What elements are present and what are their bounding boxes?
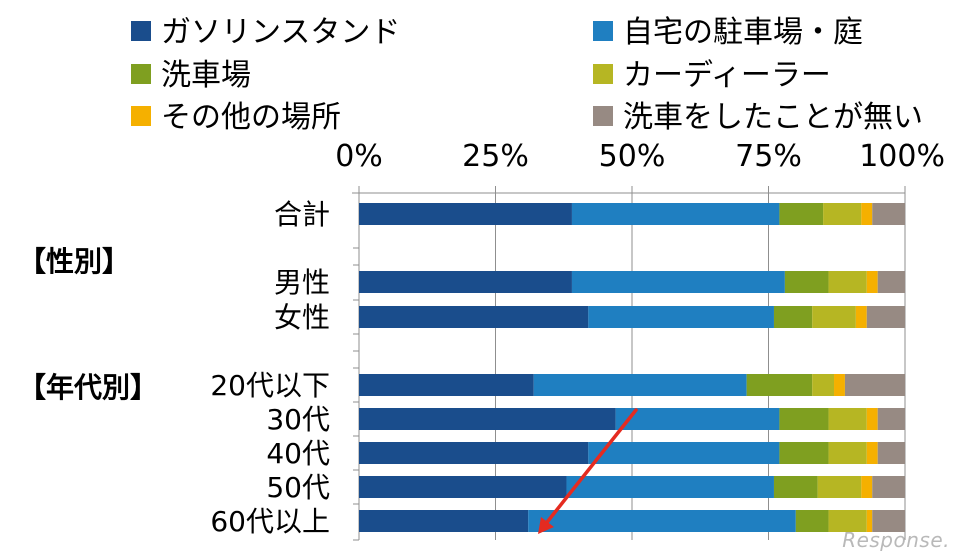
bar-segment-女性-4	[855, 306, 867, 328]
bar-segment-合計-0	[359, 203, 572, 225]
bar-segment-女性-2	[773, 306, 813, 328]
bar-segment-30代-2	[779, 408, 829, 430]
group-label-0: 【性別】	[18, 245, 130, 278]
bar-segment-合計-2	[779, 203, 824, 225]
category-label-40代: 40代	[266, 437, 330, 470]
bar-segment-50代-2	[773, 476, 818, 498]
category-label-女性: 女性	[274, 301, 330, 334]
category-label-60代以上: 60代以上	[210, 505, 330, 538]
bar-segment-合計-5	[872, 203, 905, 225]
bar-segment-30代-0	[359, 408, 616, 430]
bar-segment-60代以上-1	[528, 510, 796, 532]
bar-segment-50代-0	[359, 476, 567, 498]
bar-segment-20代以下-3	[812, 374, 835, 396]
bar-segment-60代以上-0	[359, 510, 529, 532]
x-tick-label-1: 25%	[462, 139, 529, 174]
bar-segment-30代-1	[615, 408, 780, 430]
legend-label-5: 洗車をしたことが無い	[623, 100, 923, 135]
bar-segment-40代-5	[877, 442, 905, 464]
bar-segment-20代以下-2	[746, 374, 813, 396]
trend-arrow	[538, 408, 638, 534]
legend-label-2: 洗車場	[161, 58, 251, 93]
bar-segment-60代以上-5	[872, 510, 905, 532]
bar-segment-男性-4	[866, 271, 878, 293]
legend-label-0: ガソリンスタンド	[161, 15, 400, 50]
bar-segment-40代-4	[866, 442, 878, 464]
legend-swatch-2	[131, 64, 151, 84]
bar-segment-60代以上-4	[866, 510, 873, 532]
bar-segment-40代-0	[359, 442, 589, 464]
category-label-20代以下: 20代以下	[210, 369, 330, 402]
bar-segment-40代-3	[828, 442, 867, 464]
category-label-30代: 30代	[266, 403, 330, 436]
watermark: Response.	[842, 528, 950, 552]
category-label-合計: 合計	[274, 198, 330, 231]
bar-segment-30代-4	[866, 408, 878, 430]
bar-segment-合計-1	[571, 203, 780, 225]
bar-segment-男性-2	[784, 271, 829, 293]
legend-swatch-0	[131, 21, 151, 41]
x-axis: 0% 25% 50% 75% 100%	[335, 139, 945, 541]
bar-segment-60代以上-2	[795, 510, 829, 532]
bar-segment-50代-1	[566, 476, 774, 498]
arrow-head	[538, 517, 554, 534]
bar-segment-20代以下-0	[359, 374, 534, 396]
arrow-shaft	[542, 408, 638, 528]
bar-segment-20代以下-1	[533, 374, 747, 396]
category-label-50代: 50代	[266, 471, 330, 504]
bar-segment-40代-1	[588, 442, 780, 464]
x-tick-label-3: 75%	[735, 139, 802, 174]
bar-segment-20代以下-4	[834, 374, 845, 396]
legend-label-4: その他の場所	[161, 100, 341, 135]
bar-segment-合計-3	[823, 203, 862, 225]
bar-segment-男性-5	[877, 271, 905, 293]
bar-segment-男性-1	[571, 271, 785, 293]
bar-segment-40代-2	[779, 442, 829, 464]
bar-segment-女性-5	[866, 306, 905, 328]
group-label-1: 【年代別】	[18, 371, 158, 404]
bar-segment-男性-0	[359, 271, 572, 293]
bar-segment-30代-3	[828, 408, 867, 430]
bar-segment-女性-0	[359, 306, 589, 328]
bar-segment-合計-4	[861, 203, 873, 225]
legend-swatch-3	[593, 64, 613, 84]
bar-segment-60代以上-3	[828, 510, 867, 532]
bar-segment-20代以下-5	[844, 374, 905, 396]
bar-segment-女性-3	[812, 306, 856, 328]
bar-segment-50代-3	[817, 476, 862, 498]
legend-swatch-5	[593, 106, 613, 126]
legend-swatch-4	[131, 106, 151, 126]
legend-swatch-1	[593, 21, 613, 41]
x-tick-label-0: 0%	[335, 139, 383, 174]
bar-segment-50代-4	[861, 476, 873, 498]
category-label-男性: 男性	[274, 266, 330, 299]
bar-segment-男性-3	[828, 271, 867, 293]
bar-segment-女性-1	[588, 306, 774, 328]
x-tick-label-2: 50%	[599, 139, 666, 174]
bar-segment-30代-5	[877, 408, 905, 430]
x-tick-label-4: 100%	[859, 139, 945, 174]
legend-label-1: 自宅の駐車場・庭	[623, 15, 863, 50]
legend-label-3: カーディーラー	[623, 58, 831, 93]
bar-segment-50代-5	[872, 476, 905, 498]
